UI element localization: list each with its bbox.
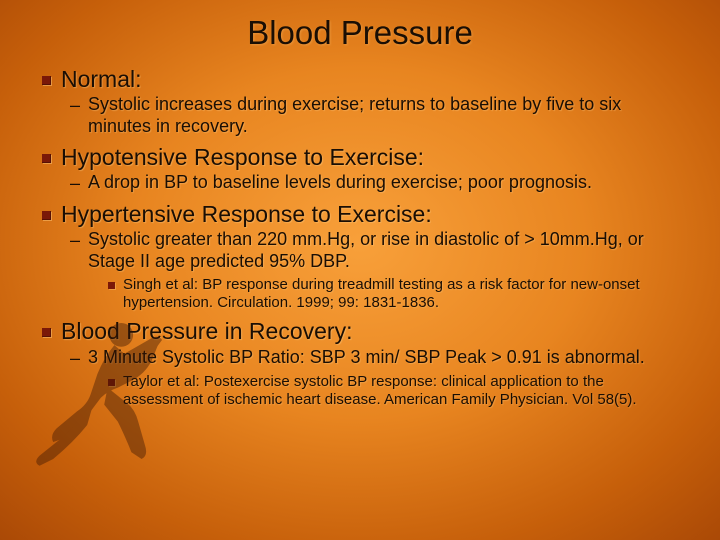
sub-bullet-text: Systolic increases during exercise; retu…	[88, 94, 684, 137]
bullet-square-icon	[42, 211, 51, 220]
bullet-square-icon	[108, 282, 115, 289]
sub-bullet-text: A drop in BP to baseline levels during e…	[88, 172, 592, 194]
sub-bullet-item: – Systolic increases during exercise; re…	[36, 94, 684, 137]
bullet-square-icon	[42, 154, 51, 163]
bullet-item: Hypertensive Response to Exercise:	[36, 201, 684, 227]
dash-icon: –	[70, 94, 80, 117]
bullet-label: Blood Pressure in Recovery:	[61, 318, 352, 344]
dash-icon: –	[70, 172, 80, 195]
bullet-item: Hypotensive Response to Exercise:	[36, 144, 684, 170]
ref-bullet-item: Taylor et al: Postexercise systolic BP r…	[36, 373, 684, 409]
dash-icon: –	[70, 347, 80, 370]
bullet-label: Hypotensive Response to Exercise:	[61, 144, 424, 170]
bullet-square-icon	[42, 76, 51, 85]
ref-text: Singh et al: BP response during treadmil…	[123, 276, 684, 312]
bullet-square-icon	[108, 379, 115, 386]
bullet-square-icon	[42, 328, 51, 337]
slide-title: Blood Pressure	[36, 14, 684, 52]
ref-text: Taylor et al: Postexercise systolic BP r…	[123, 373, 684, 409]
bullet-item: Normal:	[36, 66, 684, 92]
bullet-item: Blood Pressure in Recovery:	[36, 318, 684, 344]
dash-icon: –	[70, 229, 80, 252]
bullet-label: Hypertensive Response to Exercise:	[61, 201, 432, 227]
sub-bullet-item: – A drop in BP to baseline levels during…	[36, 172, 684, 195]
ref-bullet-item: Singh et al: BP response during treadmil…	[36, 276, 684, 312]
sub-bullet-item: – Systolic greater than 220 mm.Hg, or ri…	[36, 229, 684, 272]
bullet-label: Normal:	[61, 66, 142, 92]
sub-bullet-item: – 3 Minute Systolic BP Ratio: SBP 3 min/…	[36, 347, 684, 370]
sub-bullet-text: Systolic greater than 220 mm.Hg, or rise…	[88, 229, 684, 272]
slide: Blood Pressure Normal: – Systolic increa…	[0, 0, 720, 540]
sub-bullet-text: 3 Minute Systolic BP Ratio: SBP 3 min/ S…	[88, 347, 645, 369]
